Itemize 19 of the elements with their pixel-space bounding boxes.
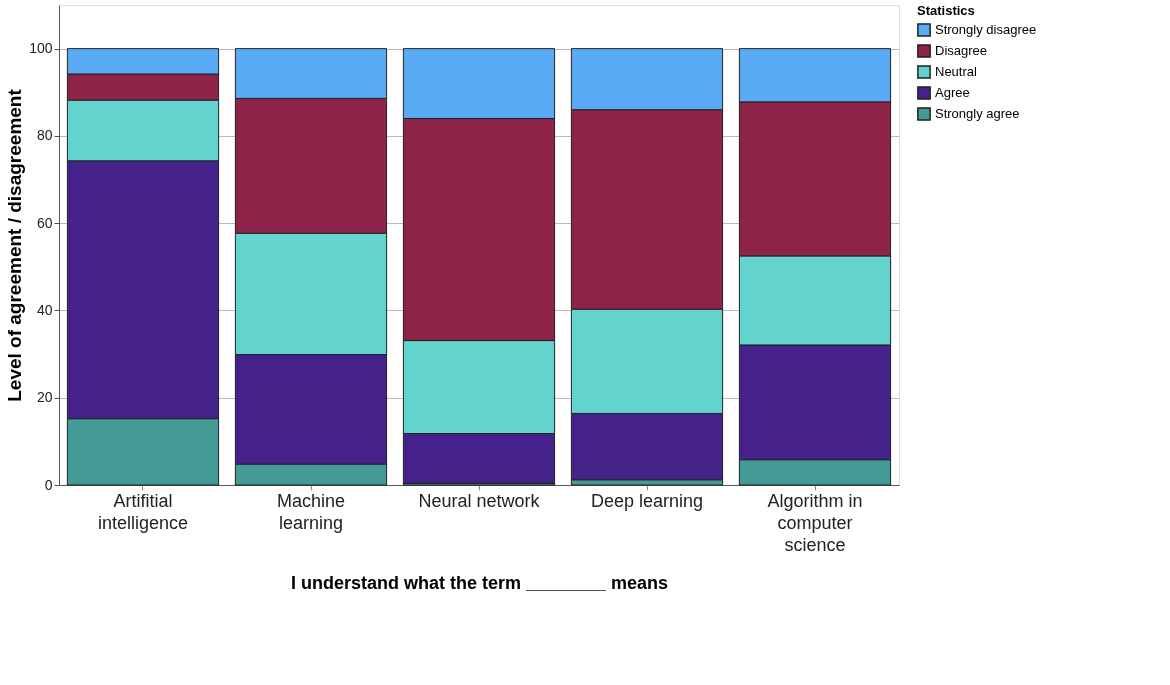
legend-label: Strongly agree [935,106,1020,121]
legend-title: Statistics [917,3,975,18]
legend-label: Disagree [935,43,988,58]
x-tick-label: Artifitial intelligence [97,490,189,533]
legend-label: Strongly disagree [935,22,1037,37]
y-axis-title: Level of agreement / disagreement [4,88,26,402]
legend-label: Neutral [935,64,978,79]
x-axis-title: I understand what the term ________ means [290,572,669,593]
legend-label: Agree [935,85,970,100]
x-tick-label: Machine learning [276,490,346,533]
y-tick-label: 80 [36,127,53,144]
x-tick-label: Deep learning [590,490,704,511]
y-tick-label: 20 [36,389,53,406]
y-tick-label: 60 [36,214,53,231]
y-tick-label: 100 [29,40,53,57]
x-tick-label: Algorithm in computer science [767,490,863,555]
x-tick-label: Neural network [418,490,541,511]
y-tick-label: 40 [36,301,53,318]
y-tick-label: 0 [44,476,53,493]
